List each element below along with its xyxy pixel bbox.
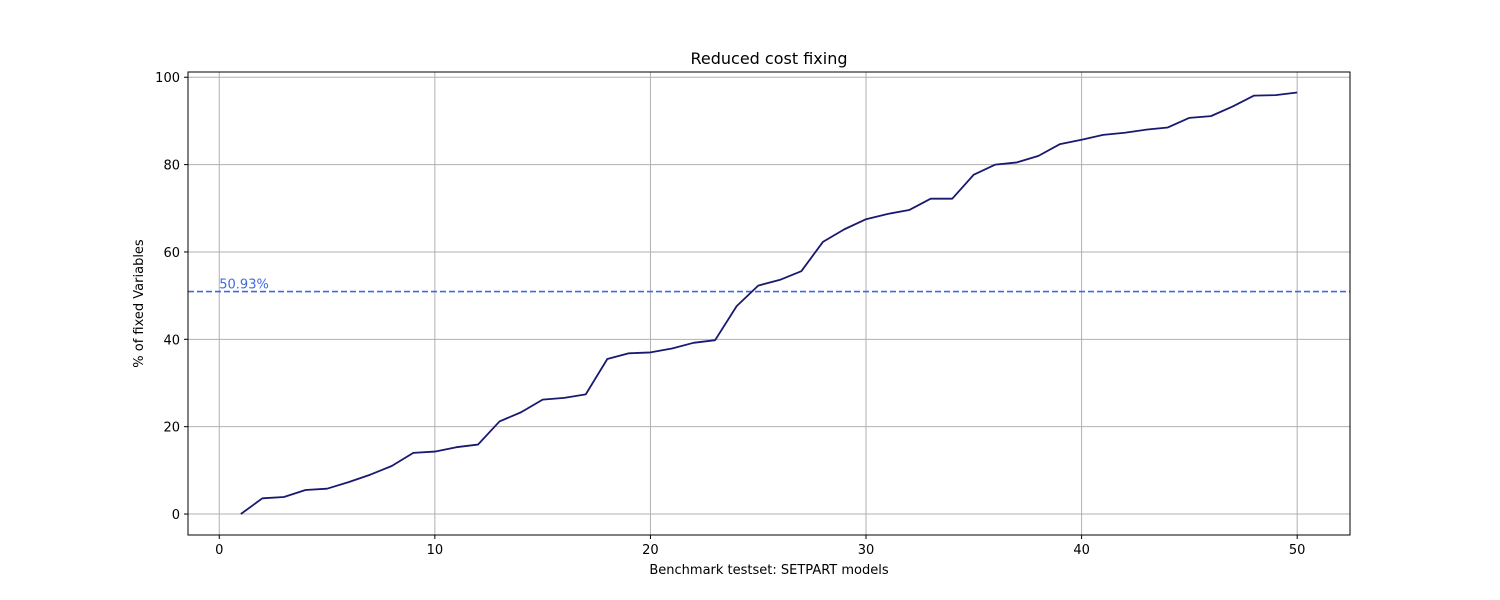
y-tick-label: 60 — [163, 246, 180, 261]
x-axis-label: Benchmark testset: SETPART models — [649, 563, 888, 578]
x-tick-label: 10 — [427, 543, 444, 558]
reference-line-label: 50.93% — [219, 278, 269, 293]
x-tick-label: 20 — [642, 543, 659, 558]
plot-frame — [187, 71, 1351, 536]
y-tick-label: 40 — [163, 333, 180, 348]
y-axis-label: % of fixed Variables — [132, 239, 147, 368]
series-group — [240, 91, 1298, 515]
y-tick-label: 80 — [163, 159, 180, 174]
grid — [188, 72, 1350, 535]
y-tick-label: 20 — [163, 421, 180, 436]
chart-title: Reduced cost fixing — [691, 49, 848, 68]
x-tick-label: 50 — [1289, 543, 1306, 558]
x-tick-label: 0 — [215, 543, 223, 558]
x-tick-label: 40 — [1073, 543, 1090, 558]
y-tick-label: 0 — [172, 508, 180, 523]
series-line — [240, 91, 1298, 515]
y-tick-label: 100 — [155, 71, 180, 86]
x-tick-label: 30 — [858, 543, 875, 558]
ticks: 0 10 20 30 40 50 0 20 40 60 80 100 — [155, 71, 1305, 558]
reference-line-group: 50.93% — [188, 278, 1350, 293]
